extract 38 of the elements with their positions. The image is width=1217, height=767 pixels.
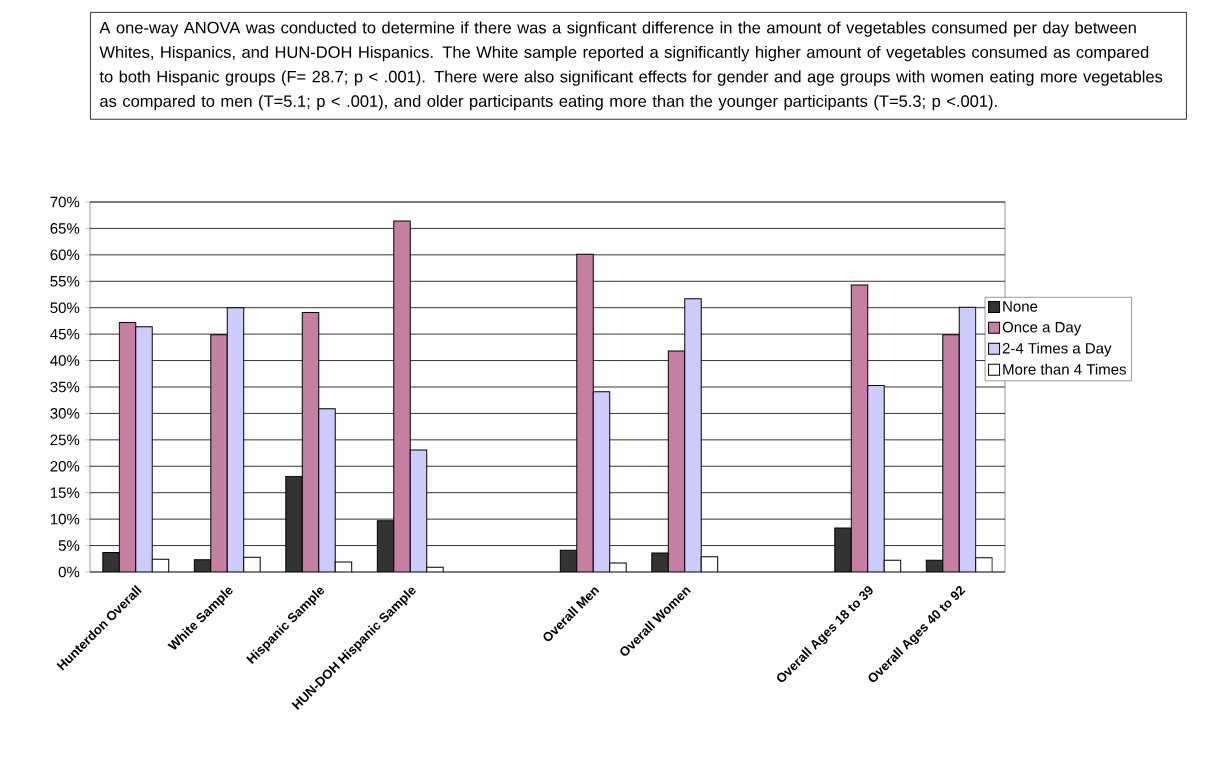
y-tick-label: 0% xyxy=(58,566,80,578)
bar xyxy=(135,326,153,572)
y-tick-label: 65% xyxy=(50,223,80,234)
bar xyxy=(850,284,869,572)
bar xyxy=(942,334,960,572)
text: A one-way ANOVA was conducted to determine if there was a signficant difference in the amount of vegetables consumed per day between Whites, Hispanics, and HUN-DOH Hispanics. The White sample reported a significantly higher amount of vegetables consumed as compared to both Hispanic groups (F= 28.7; p < .001). There were also significant effects for gender and age groups with women eating more vegetables as compared to men (T=5.1; p < .001), and older participants eating more than the younger participants (T=5.3; p <.001). xyxy=(99,21,1163,111)
legend-label: None xyxy=(1003,301,1038,312)
bar xyxy=(318,408,336,572)
y-tick-label: 50% xyxy=(50,302,80,314)
y-tick-label: 45% xyxy=(50,328,80,340)
legend-label: 2-4 Times a Day xyxy=(1002,342,1112,357)
bar xyxy=(226,307,245,572)
bar xyxy=(834,527,852,572)
bar xyxy=(576,253,594,572)
bar xyxy=(301,311,320,572)
legend-label: Once a Day xyxy=(1002,321,1082,336)
y-tick-label: 70% xyxy=(50,196,80,208)
y-tick-label: 35% xyxy=(50,381,80,393)
bar xyxy=(958,306,977,572)
y-tick-label: 60% xyxy=(50,249,80,261)
bar xyxy=(867,384,885,572)
bar xyxy=(592,391,611,572)
bar xyxy=(667,350,686,572)
bar xyxy=(684,298,702,572)
y-tick-label: 10% xyxy=(50,513,80,525)
bar xyxy=(285,475,303,572)
y-tick-label: 40% xyxy=(50,355,80,366)
y-tick-label: 25% xyxy=(50,434,80,446)
bar xyxy=(118,322,137,572)
y-tick-label: 20% xyxy=(50,460,80,472)
y-tick-label: 15% xyxy=(50,487,80,498)
bar xyxy=(409,449,428,572)
y-tick-label: 5% xyxy=(58,540,80,551)
y-tick-label: 55% xyxy=(50,276,80,287)
y-tick-label: 30% xyxy=(50,408,80,419)
legend-label: More than 4 Times xyxy=(1003,363,1126,375)
bar xyxy=(210,334,228,572)
bar xyxy=(393,220,411,572)
